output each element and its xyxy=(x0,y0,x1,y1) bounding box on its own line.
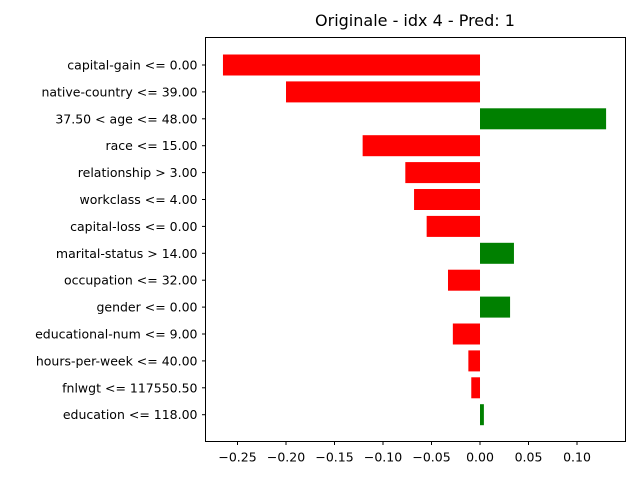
x-tick-label: −0.25 xyxy=(218,450,256,465)
x-tick-label: −0.20 xyxy=(267,450,305,465)
bar-9 xyxy=(480,296,511,318)
bar-13 xyxy=(480,404,484,426)
bar-3 xyxy=(362,135,481,157)
x-tick-label: −0.05 xyxy=(412,450,450,465)
bar-7 xyxy=(480,242,514,264)
bar-10 xyxy=(452,323,481,345)
y-tick-label: marital-status > 14.00 xyxy=(56,246,198,261)
x-tick-label: 0.10 xyxy=(563,450,591,465)
bar-0 xyxy=(222,54,481,76)
x-ticks: −0.25 −0.20 −0.15 −0.10 −0.05 0.00 0.05 0.10 xyxy=(218,441,591,465)
x-tick-label: −0.10 xyxy=(364,450,402,465)
x-tick-label: 0.00 xyxy=(466,450,494,465)
y-tick-label: education <= 118.00 xyxy=(63,407,198,422)
y-tick-label: educational-num <= 9.00 xyxy=(35,327,197,342)
bars-group xyxy=(222,54,607,426)
bar-2 xyxy=(480,108,607,130)
x-tick-label: 0.05 xyxy=(515,450,543,465)
x-tick-label: −0.15 xyxy=(315,450,353,465)
bar-6 xyxy=(426,215,481,237)
y-tick-label: 37.50 < age <= 48.00 xyxy=(55,111,197,126)
y-tick-label: native-country <= 39.00 xyxy=(41,84,197,99)
y-tick-label: gender <= 0.00 xyxy=(96,300,197,315)
y-tick-label: capital-gain <= 0.00 xyxy=(67,58,197,73)
chart-title: Originale - idx 4 - Pred: 1 xyxy=(315,11,515,30)
y-tick-label: fnlwgt <= 117550.50 xyxy=(62,380,197,395)
bar-1 xyxy=(286,81,481,103)
plot-frame xyxy=(205,37,626,442)
y-tick-label: workclass <= 4.00 xyxy=(79,192,197,207)
bar-5 xyxy=(414,189,481,210)
y-tick-label: relationship > 3.00 xyxy=(78,165,198,180)
y-tick-label: capital-loss <= 0.00 xyxy=(70,219,197,234)
bar-12 xyxy=(471,377,481,399)
bar-11 xyxy=(468,350,481,372)
y-tick-label: hours-per-week <= 40.00 xyxy=(36,353,198,368)
bar-4 xyxy=(405,162,481,184)
bar-8 xyxy=(447,269,481,291)
y-tick-label: occupation <= 32.00 xyxy=(64,273,198,288)
y-tick-labels: capital-gain <= 0.00 native-country <= 39… xyxy=(35,58,206,422)
y-tick-label: race <= 15.00 xyxy=(105,138,197,153)
